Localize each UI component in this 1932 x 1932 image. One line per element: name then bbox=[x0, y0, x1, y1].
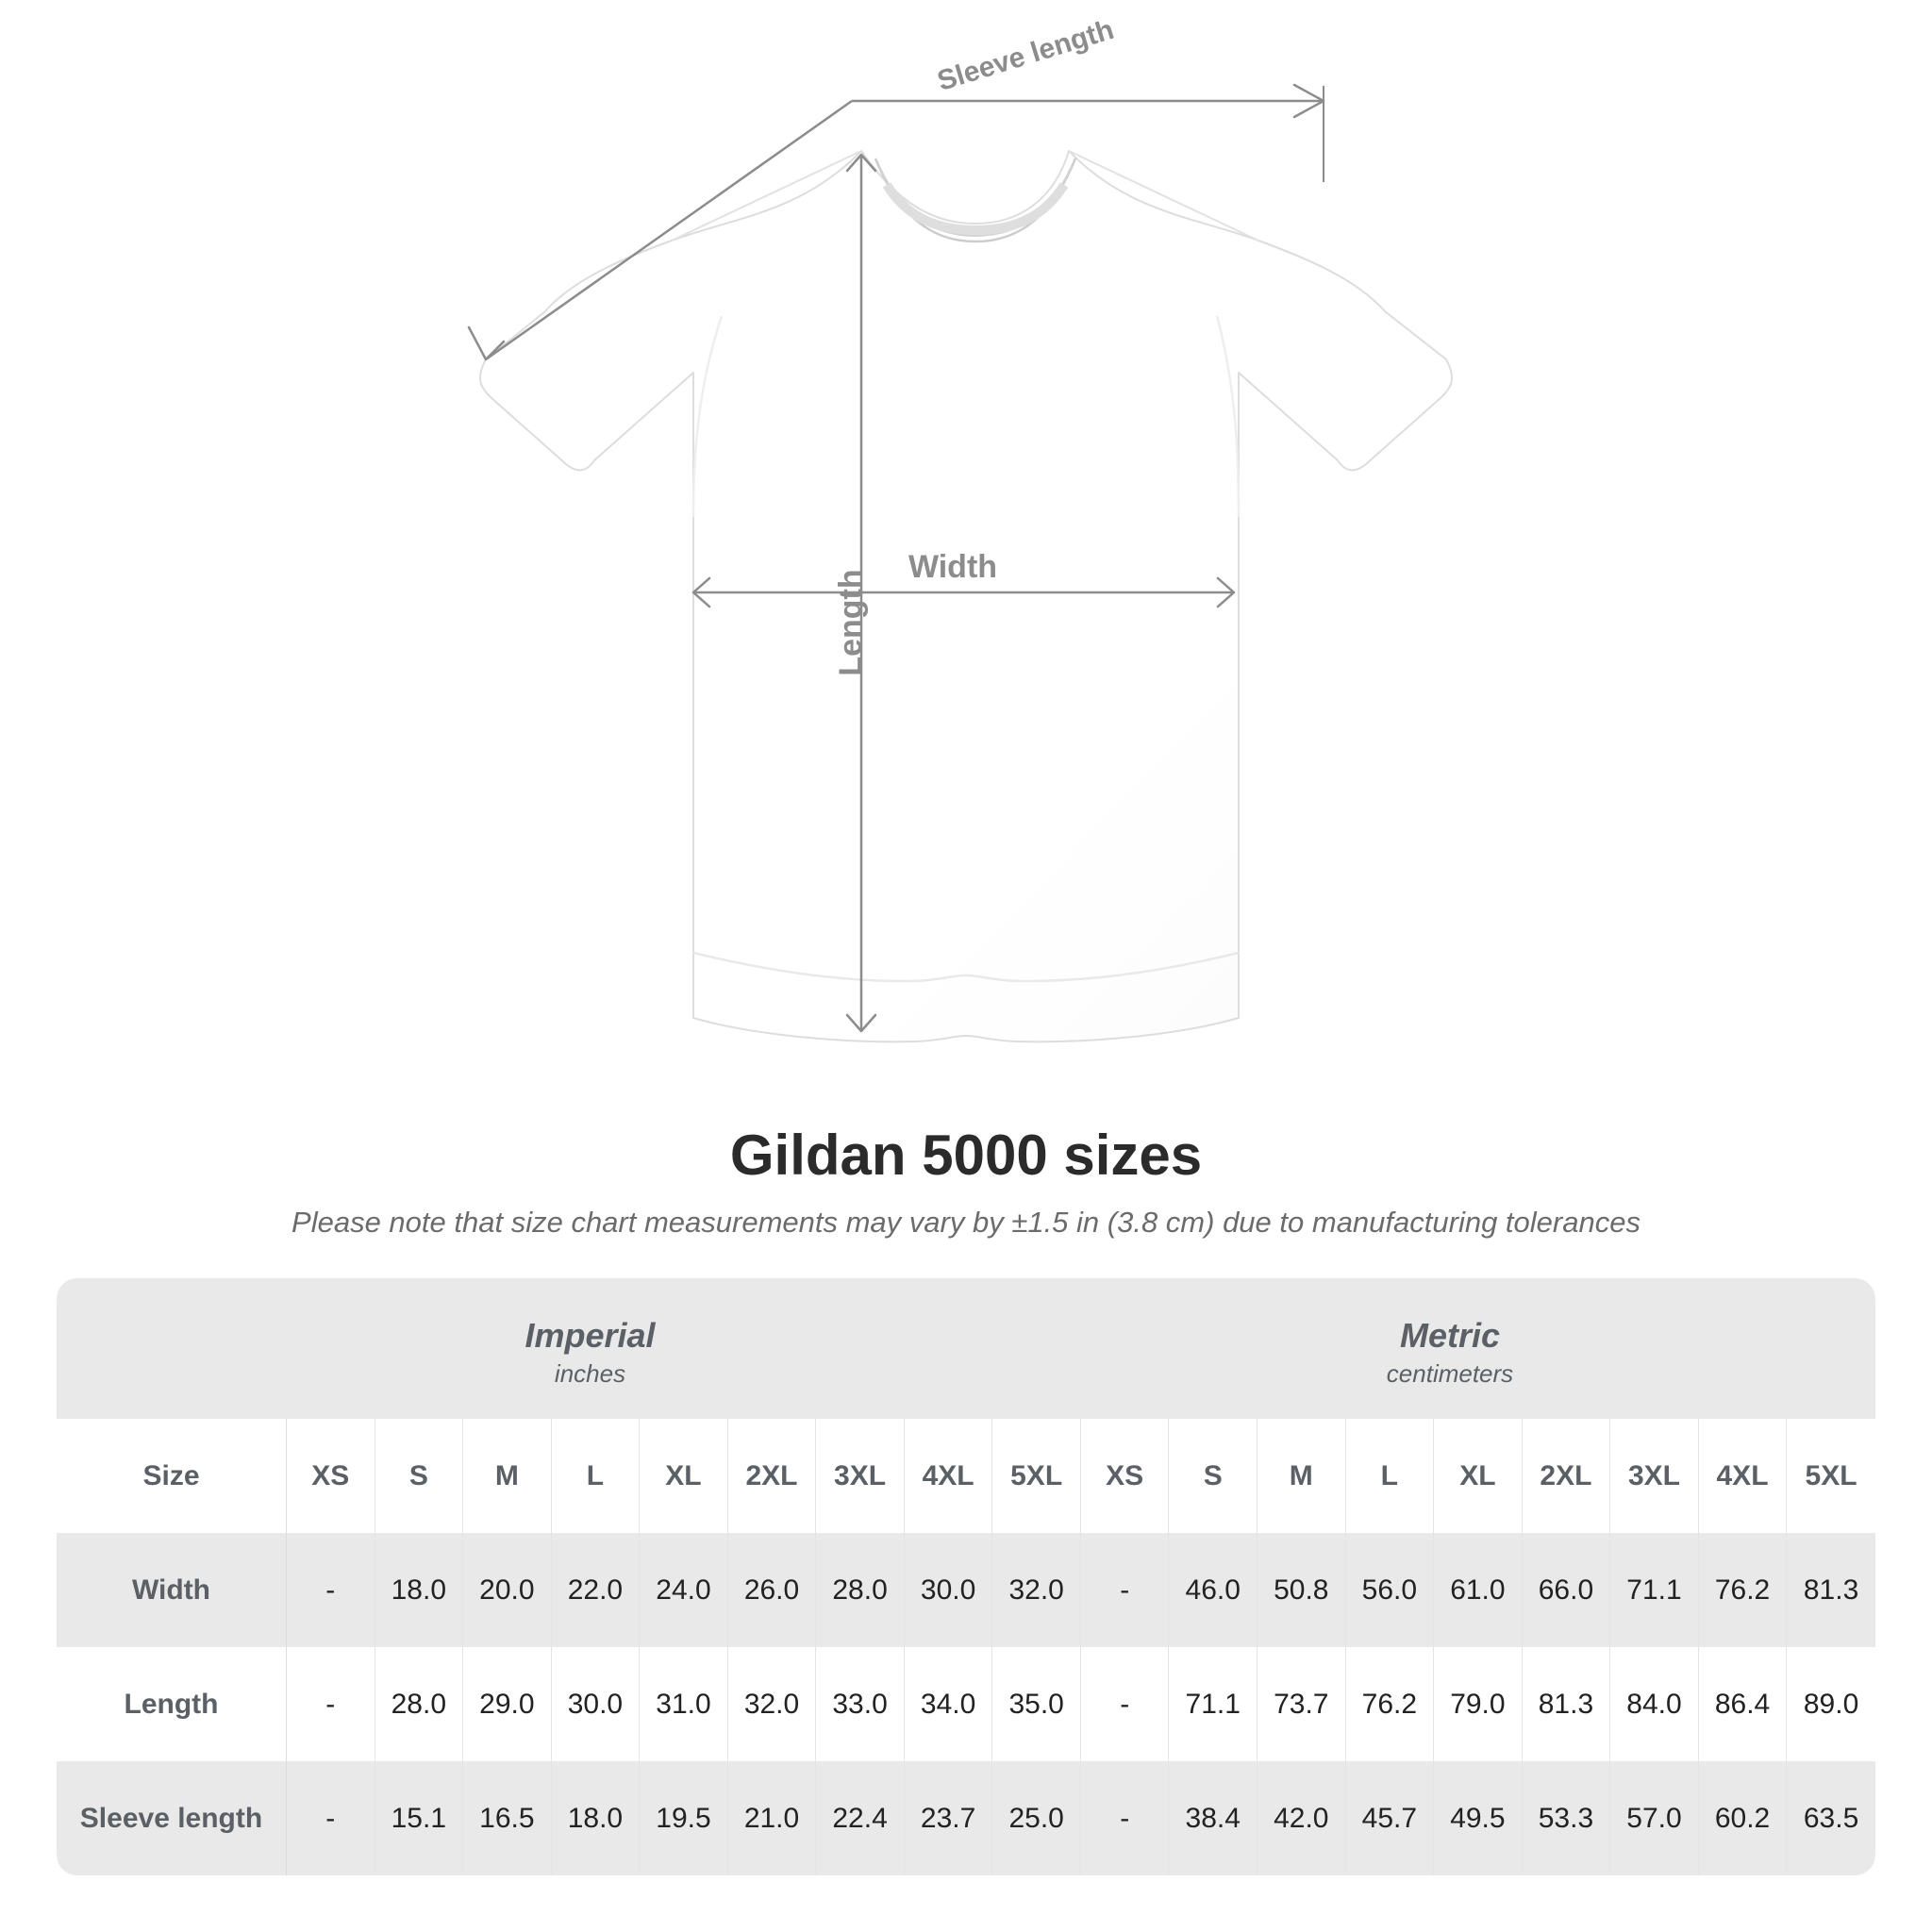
svg-text:Length: Length bbox=[833, 569, 869, 675]
svg-text:Sleeve length: Sleeve length bbox=[934, 14, 1118, 97]
svg-text:Width: Width bbox=[908, 549, 997, 585]
